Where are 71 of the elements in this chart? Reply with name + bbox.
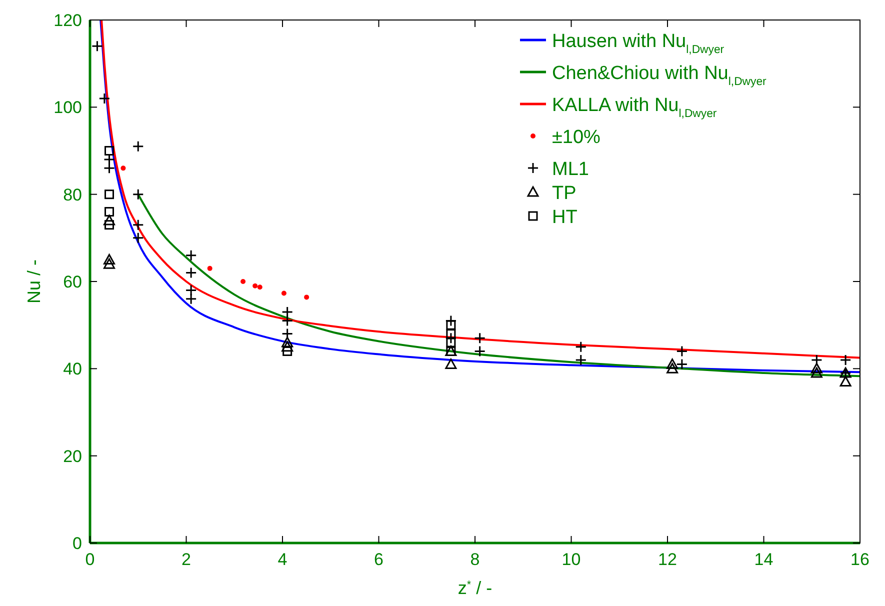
x-axis-title: z$^{*}$ / - xyxy=(458,578,492,598)
point xyxy=(132,140,144,152)
point xyxy=(185,284,197,296)
x-tick-label: 4 xyxy=(278,550,288,569)
point xyxy=(104,207,114,217)
point xyxy=(840,354,852,366)
legend-label: ±10% xyxy=(552,127,601,148)
legend-label: Chen&Chiou with Nu$_{l,Dwyer}$ xyxy=(552,63,767,88)
point xyxy=(445,358,457,370)
point xyxy=(575,341,587,353)
point xyxy=(474,332,486,344)
x-tick-label: 8 xyxy=(470,550,480,569)
point xyxy=(810,362,822,374)
point xyxy=(120,166,126,171)
point xyxy=(840,376,852,386)
point xyxy=(132,232,144,244)
point xyxy=(185,293,197,305)
point xyxy=(304,294,310,300)
legend-label: ML1 xyxy=(552,159,589,180)
point xyxy=(104,190,114,200)
y-tick-label: 60 xyxy=(63,272,82,292)
legend-label: Hausen with Nu$_{l,Dwyer}$ xyxy=(552,31,724,56)
point xyxy=(104,146,114,156)
point xyxy=(185,250,197,262)
point xyxy=(104,258,115,269)
point xyxy=(104,220,114,230)
x-tick-label: 12 xyxy=(658,550,677,569)
legend-label: KALLA with Nu$_{l,Dwyer}$ xyxy=(552,95,717,120)
point xyxy=(252,283,258,288)
point xyxy=(98,92,110,104)
y-tick-label: 20 xyxy=(63,446,82,466)
y-tick-label: 80 xyxy=(63,185,82,204)
point xyxy=(185,267,197,279)
x-tick-label: 16 xyxy=(850,550,870,569)
point xyxy=(132,219,144,231)
point xyxy=(666,358,678,370)
point xyxy=(666,362,678,374)
y-tick-label: 0 xyxy=(72,534,82,553)
x-tick-label: 2 xyxy=(182,550,191,569)
point xyxy=(240,279,246,284)
point xyxy=(281,290,286,296)
point xyxy=(104,214,115,226)
point xyxy=(104,254,115,264)
x-tick-label: 6 xyxy=(374,550,384,569)
point xyxy=(282,314,294,326)
y-tick-label: 100 xyxy=(54,98,82,118)
point xyxy=(676,345,688,357)
y-tick-label: 120 xyxy=(54,11,82,30)
point xyxy=(810,367,822,378)
point xyxy=(474,345,486,357)
point xyxy=(282,346,292,356)
x-tick-label: 0 xyxy=(85,550,95,569)
point xyxy=(446,329,456,339)
y-tick-label: 40 xyxy=(63,360,82,379)
point xyxy=(91,40,103,52)
point xyxy=(445,314,457,326)
point xyxy=(676,358,688,370)
point xyxy=(446,338,456,348)
point xyxy=(282,341,294,352)
point xyxy=(446,320,456,330)
legend-label: HT xyxy=(552,207,578,228)
point xyxy=(132,188,144,200)
point xyxy=(282,336,294,348)
point xyxy=(282,306,294,318)
point xyxy=(575,354,587,366)
point xyxy=(257,284,262,290)
legend-label: TP xyxy=(552,183,576,204)
point xyxy=(207,266,212,271)
y-axis-title: Nu / - xyxy=(24,259,44,304)
x-tick-label: 10 xyxy=(562,550,581,569)
x-tick-label: 14 xyxy=(754,550,774,569)
